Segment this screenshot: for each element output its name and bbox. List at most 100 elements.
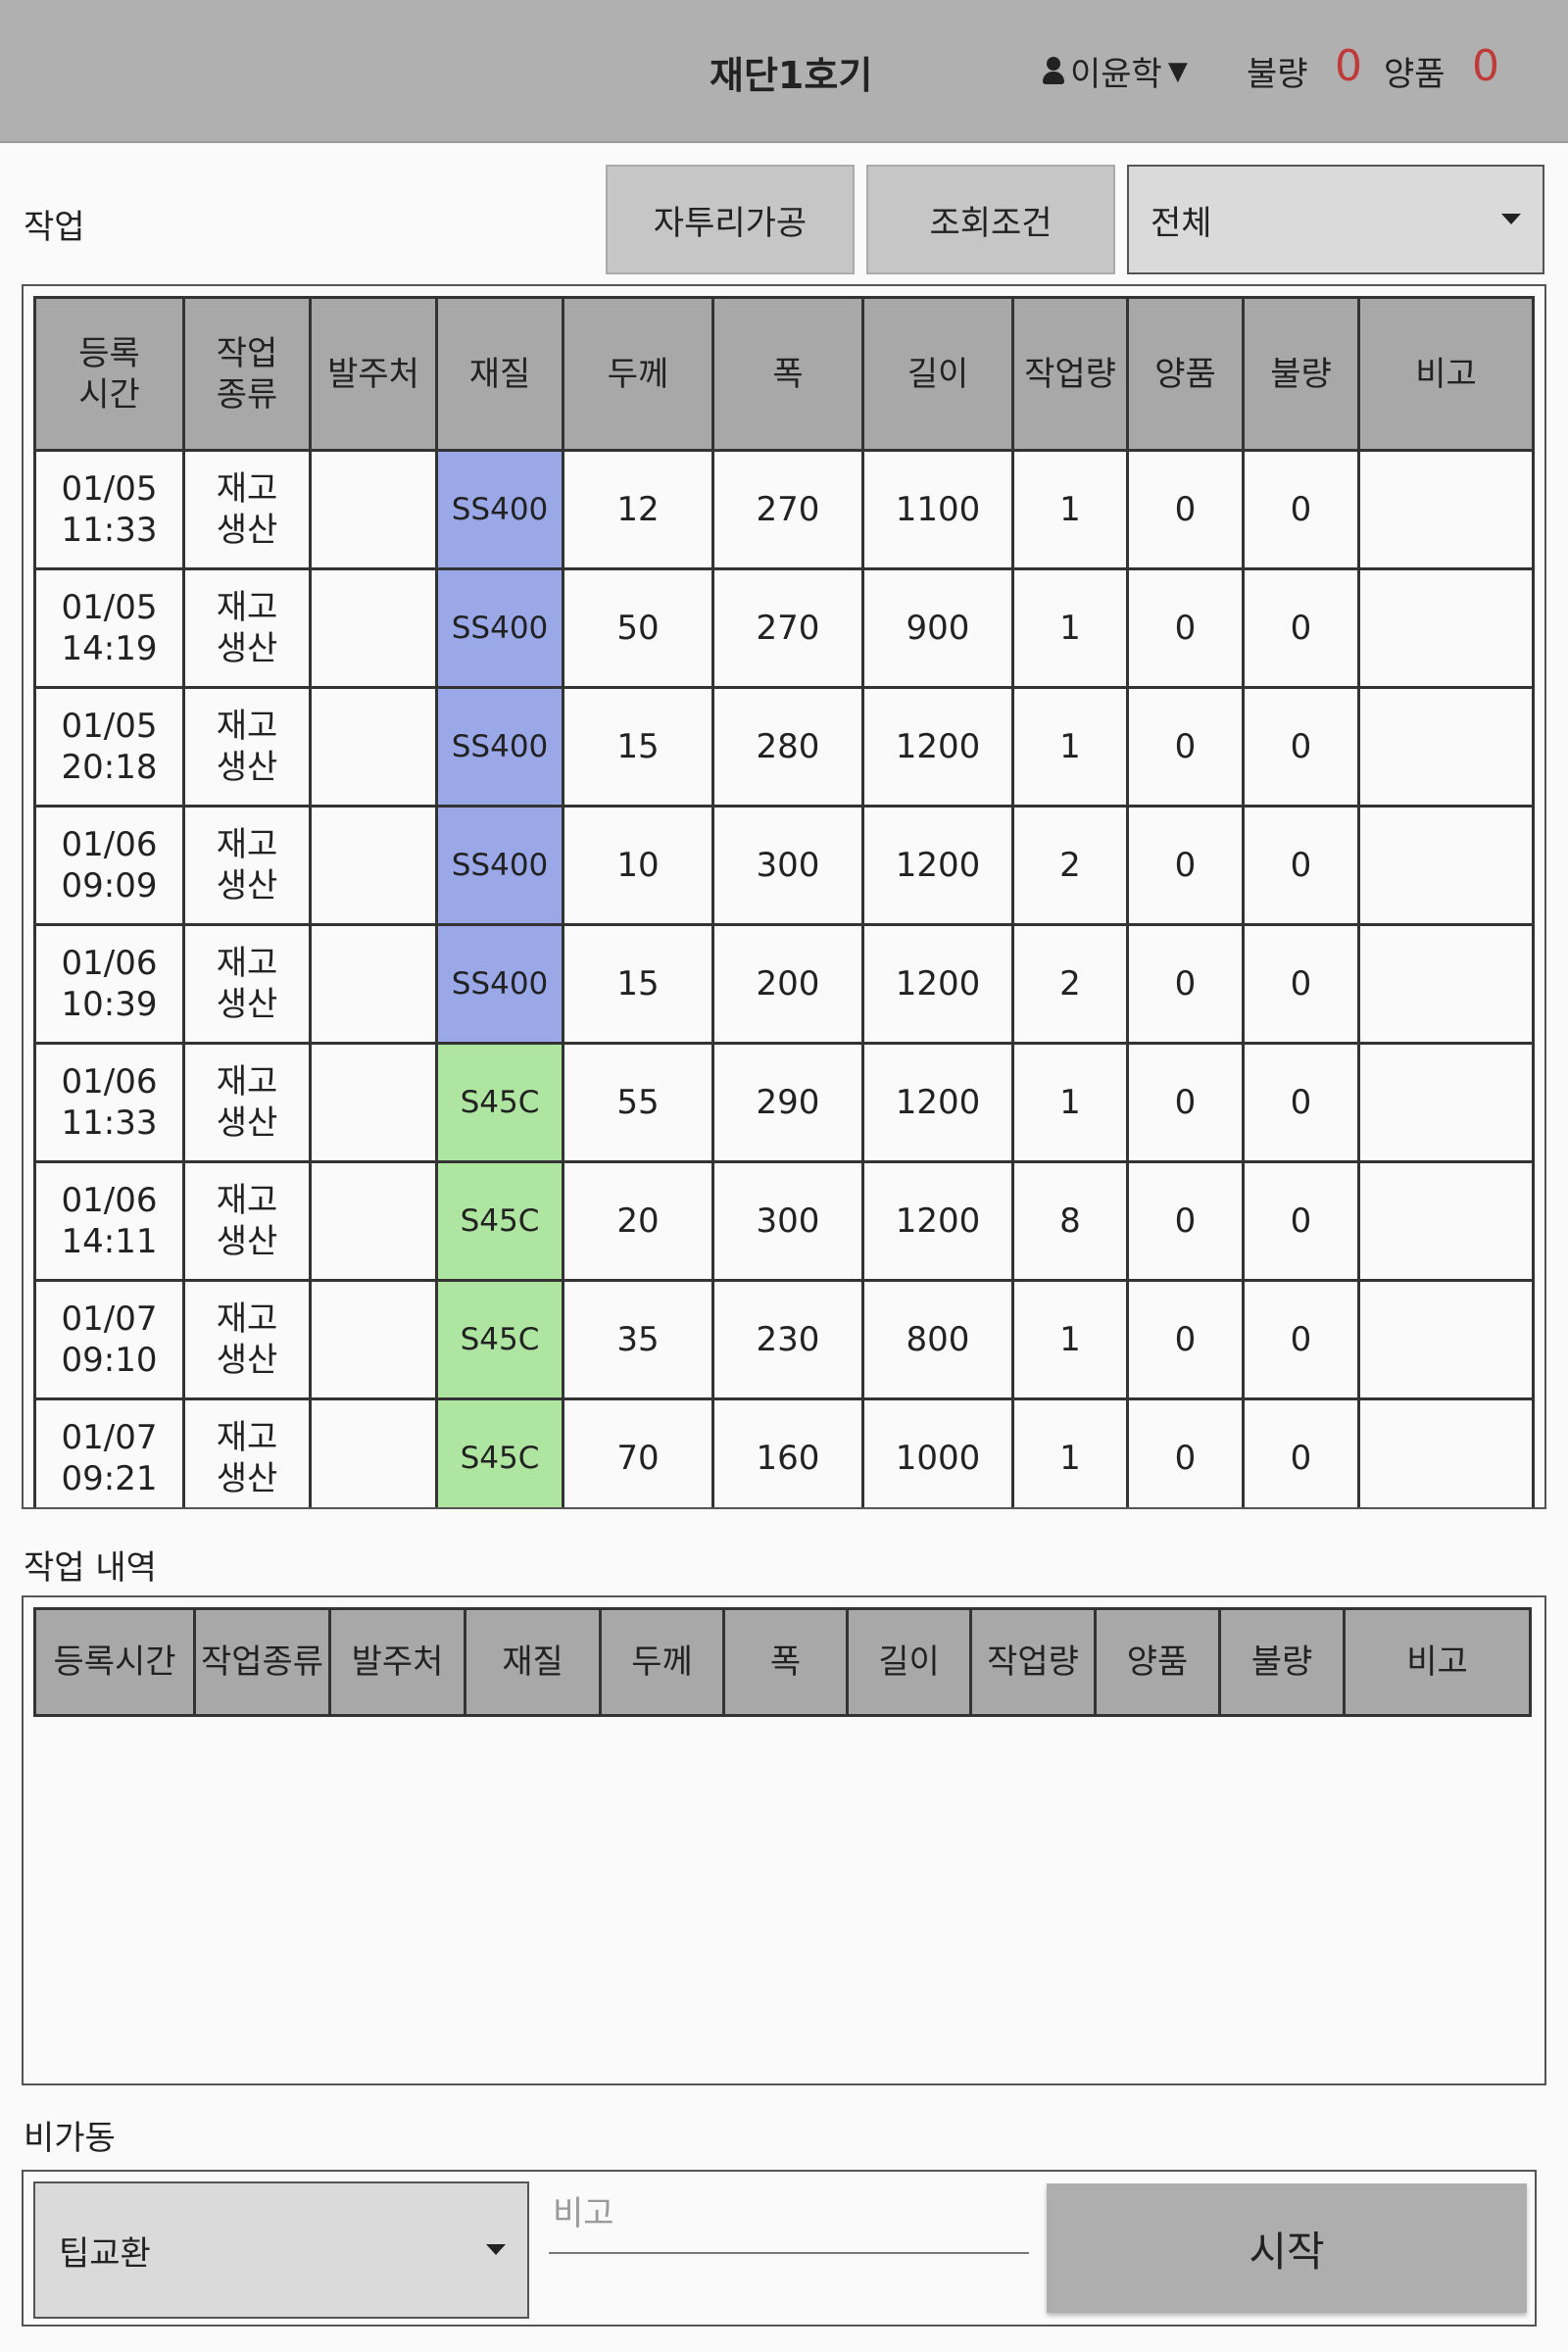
app-header: 재단1호기 이윤학 ▼ 불량 0 양품 0 xyxy=(0,0,1568,143)
table-row[interactable]: 01/07 09:21 재고 생산 S45C 70 160 1000 1 0 0 xyxy=(33,1397,1535,1507)
cell-note xyxy=(1357,1397,1535,1507)
table-row[interactable]: 01/06 09:09 재고 생산 SS400 10 300 1200 2 0 0 xyxy=(33,805,1535,926)
defect-label: 불량 xyxy=(1247,55,1308,94)
work-column-header: 등록 시간 xyxy=(33,296,185,452)
cell-length: 1200 xyxy=(861,686,1014,808)
history-column-header: 등록시간 xyxy=(33,1607,196,1717)
work-column-header: 작업량 xyxy=(1011,296,1129,452)
cell-client xyxy=(309,567,438,689)
cell-note xyxy=(1357,1279,1535,1400)
work-column-header: 두께 xyxy=(562,296,714,452)
cell-time: 01/06 10:39 xyxy=(33,923,185,1045)
cell-material: S45C xyxy=(435,1160,564,1282)
cell-material: S45C xyxy=(435,1042,564,1163)
cell-good: 0 xyxy=(1126,449,1245,570)
cell-length: 800 xyxy=(861,1279,1014,1400)
cell-width: 300 xyxy=(711,805,864,926)
cell-qty: 1 xyxy=(1011,686,1129,808)
work-column-header: 불량 xyxy=(1242,296,1360,452)
cell-type: 재고 생산 xyxy=(182,567,312,689)
work-table-header: 등록 시간 작업 종류 발주처 재질 두께 폭 길이 작업량 양품 불량 비고 xyxy=(33,296,1535,452)
cell-width: 290 xyxy=(711,1042,864,1163)
cell-bad: 0 xyxy=(1242,686,1360,808)
history-section-label: 작업 내역 xyxy=(24,1548,157,1588)
cell-material: SS400 xyxy=(435,923,564,1045)
history-column-header: 불량 xyxy=(1218,1607,1346,1717)
history-table-panel[interactable]: 등록시간 작업종류 발주처 재질 두께 폭 길이 작업량 양품 불량 비고 xyxy=(22,1595,1546,2085)
table-row[interactable]: 01/06 11:33 재고 생산 S45C 55 290 1200 1 0 0 xyxy=(33,1042,1535,1163)
cell-width: 270 xyxy=(711,449,864,570)
dropdown-arrow-icon xyxy=(486,2244,506,2255)
history-column-header: 작업량 xyxy=(969,1607,1097,1717)
cell-bad: 0 xyxy=(1242,1160,1360,1282)
cell-qty: 2 xyxy=(1011,805,1129,926)
table-row[interactable]: 01/06 14:11 재고 생산 S45C 20 300 1200 8 0 0 xyxy=(33,1160,1535,1282)
work-table-panel[interactable]: 등록 시간 작업 종류 발주처 재질 두께 폭 길이 작업량 양품 불량 비고 01/05 11:3… xyxy=(22,284,1546,1509)
cell-good: 0 xyxy=(1126,567,1245,689)
cell-qty: 1 xyxy=(1011,567,1129,689)
work-column-header: 재질 xyxy=(435,296,564,452)
user-menu[interactable]: 이윤학 ▼ xyxy=(1043,47,1188,95)
machine-title: 재단1호기 xyxy=(710,54,873,97)
table-row[interactable]: 01/06 10:39 재고 생산 SS400 15 200 1200 2 0 0 xyxy=(33,923,1535,1045)
history-column-header: 양품 xyxy=(1094,1607,1221,1717)
cell-qty: 1 xyxy=(1011,449,1129,570)
cell-type: 재고 생산 xyxy=(182,923,312,1045)
cell-client xyxy=(309,1279,438,1400)
cell-qty: 2 xyxy=(1011,923,1129,1045)
filter-select[interactable]: 전체 xyxy=(1127,165,1544,274)
cell-good: 0 xyxy=(1126,1042,1245,1163)
cell-length: 1200 xyxy=(861,923,1014,1045)
cell-client xyxy=(309,686,438,808)
table-row[interactable]: 01/05 11:33 재고 생산 SS400 12 270 1100 1 0 0 xyxy=(33,449,1535,570)
cell-time: 01/06 11:33 xyxy=(33,1042,185,1163)
history-column-header: 발주처 xyxy=(328,1607,466,1717)
downtime-reason-select[interactable]: 팁교환 xyxy=(33,2181,529,2319)
cell-thick: 15 xyxy=(562,923,714,1045)
start-button[interactable]: 시작 xyxy=(1047,2183,1527,2313)
table-row[interactable]: 01/07 09:10 재고 생산 S45C 35 230 800 1 0 0 xyxy=(33,1279,1535,1400)
cell-length: 1200 xyxy=(861,1042,1014,1163)
cell-length: 1000 xyxy=(861,1397,1014,1507)
scrap-processing-button[interactable]: 자투리가공 xyxy=(606,165,855,274)
cell-width: 300 xyxy=(711,1160,864,1282)
work-column-header: 폭 xyxy=(711,296,864,452)
cell-type: 재고 생산 xyxy=(182,686,312,808)
cell-length: 1200 xyxy=(861,805,1014,926)
cell-width: 230 xyxy=(711,1279,864,1400)
cell-material: S45C xyxy=(435,1397,564,1507)
table-row[interactable]: 01/05 14:19 재고 생산 SS400 50 270 900 1 0 0 xyxy=(33,567,1535,689)
user-name: 이윤학 xyxy=(1070,55,1162,94)
cell-note xyxy=(1357,449,1535,570)
cell-client xyxy=(309,923,438,1045)
work-section-label: 작업 xyxy=(24,208,85,247)
cell-time: 01/05 20:18 xyxy=(33,686,185,808)
cell-length: 1200 xyxy=(861,1160,1014,1282)
history-column-header: 작업종류 xyxy=(193,1607,331,1717)
work-column-header: 비고 xyxy=(1357,296,1535,452)
cell-note xyxy=(1357,1160,1535,1282)
query-conditions-button[interactable]: 조회조건 xyxy=(866,165,1115,274)
history-table: 등록시간 작업종류 발주처 재질 두께 폭 길이 작업량 양품 불량 비고 xyxy=(33,1607,1532,1717)
cell-material: SS400 xyxy=(435,805,564,926)
cell-time: 01/06 09:09 xyxy=(33,805,185,926)
history-column-header: 폭 xyxy=(722,1607,849,1717)
cell-thick: 10 xyxy=(562,805,714,926)
cell-type: 재고 생산 xyxy=(182,805,312,926)
cell-good: 0 xyxy=(1126,923,1245,1045)
downtime-note-input[interactable] xyxy=(549,2176,1029,2254)
cell-note xyxy=(1357,805,1535,926)
table-row[interactable]: 01/05 20:18 재고 생산 SS400 15 280 1200 1 0 0 xyxy=(33,686,1535,808)
cell-thick: 50 xyxy=(562,567,714,689)
cell-client xyxy=(309,1397,438,1507)
work-column-header: 양품 xyxy=(1126,296,1245,452)
cell-time: 01/07 09:10 xyxy=(33,1279,185,1400)
cell-length: 1100 xyxy=(861,449,1014,570)
defect-count: 0 xyxy=(1335,41,1362,91)
cell-bad: 0 xyxy=(1242,805,1360,926)
cell-client xyxy=(309,1160,438,1282)
history-table-header: 등록시간 작업종류 발주처 재질 두께 폭 길이 작업량 양품 불량 비고 xyxy=(33,1607,1532,1717)
downtime-reason-value: 팁교환 xyxy=(59,2233,151,2274)
cell-good: 0 xyxy=(1126,686,1245,808)
cell-type: 재고 생산 xyxy=(182,1397,312,1507)
